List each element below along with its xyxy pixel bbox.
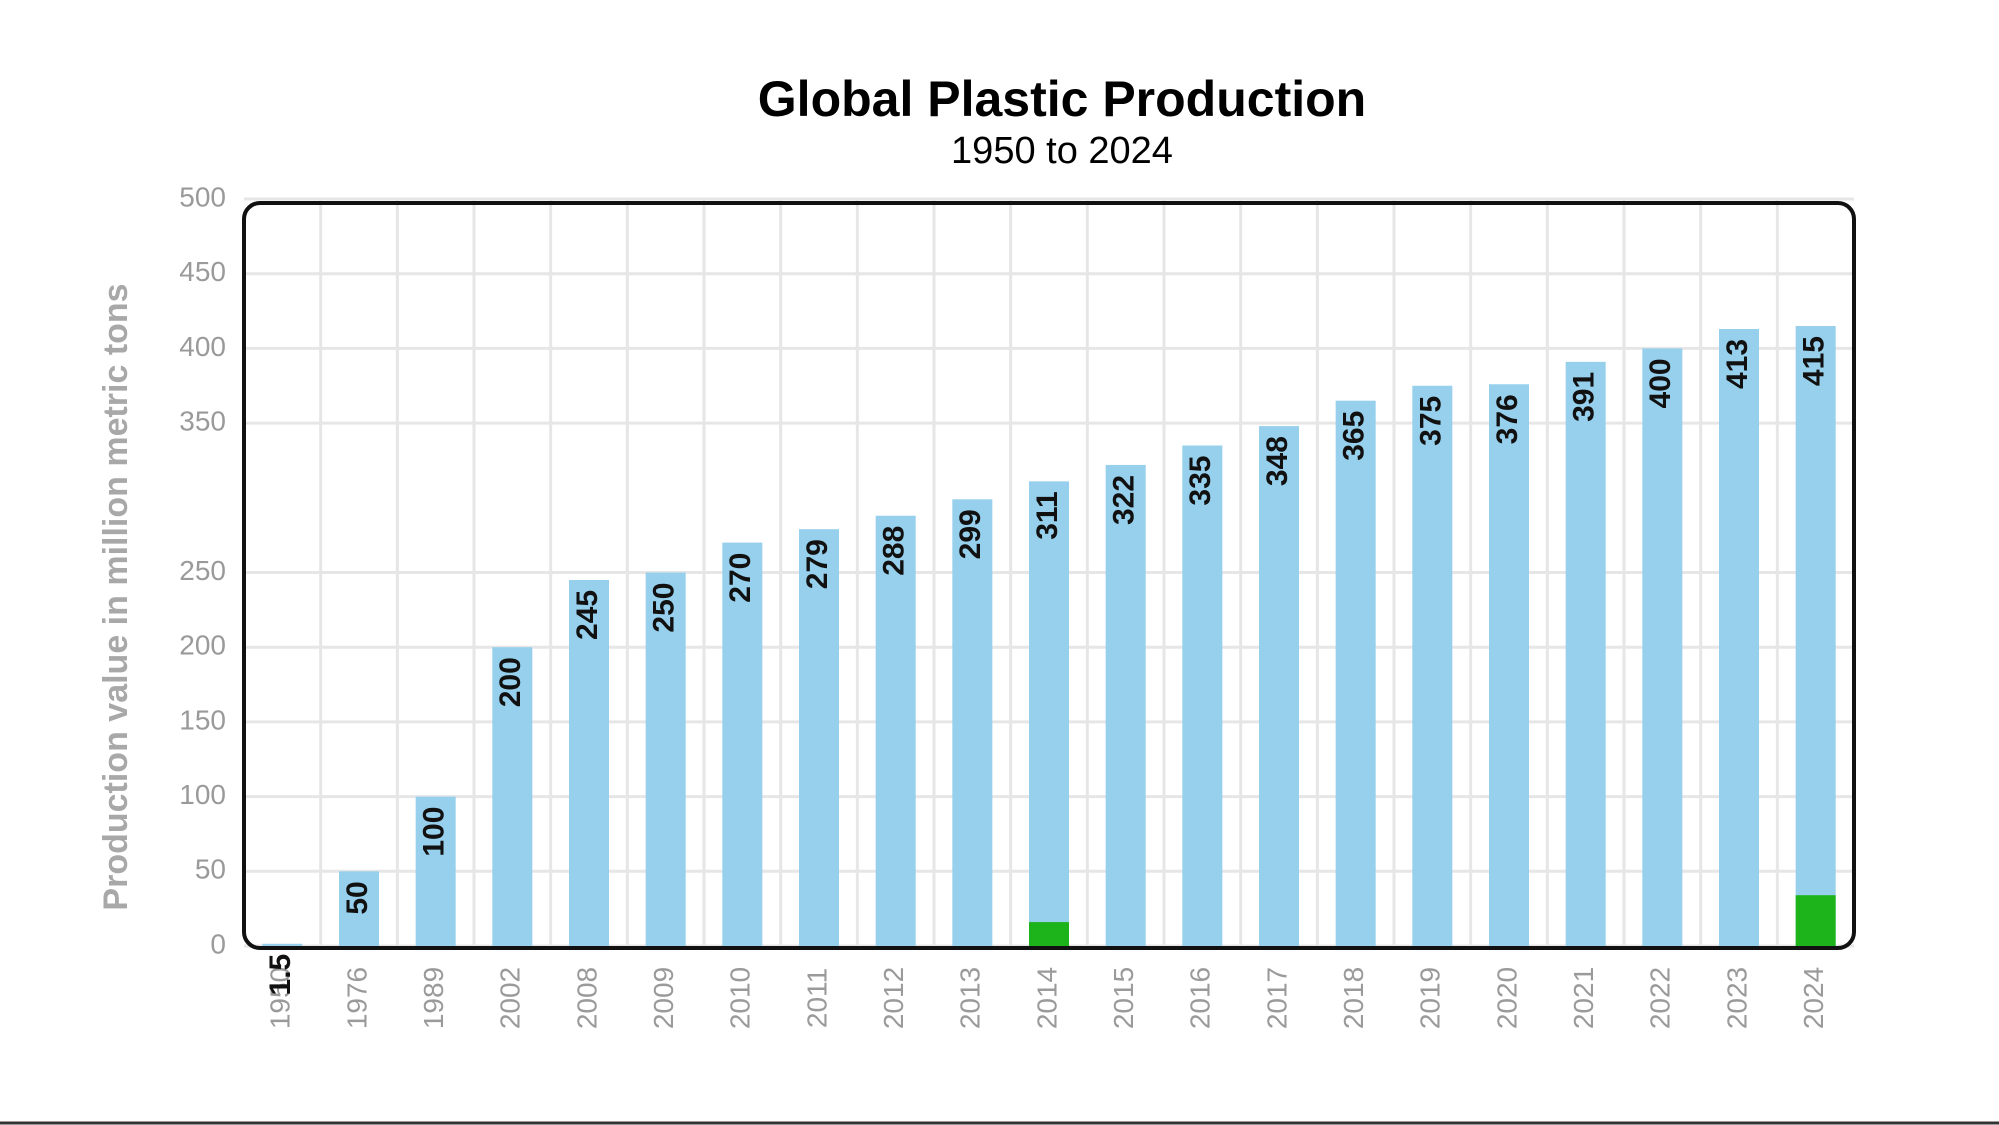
x-tick-label: 2021 <box>1568 967 1599 1029</box>
x-tick-label: 2015 <box>1108 967 1139 1029</box>
bar <box>1642 348 1683 946</box>
value-label: 1.5 <box>264 954 297 996</box>
value-label: 299 <box>954 509 987 559</box>
value-label: 245 <box>571 590 604 640</box>
value-label: 250 <box>648 583 681 633</box>
bar <box>1795 895 1836 946</box>
y-axis-label: Production value in million metric tons <box>97 283 135 910</box>
x-tick-label: 1950 <box>265 967 296 1029</box>
y-tick-label: 450 <box>179 256 226 287</box>
x-tick-label: 2019 <box>1415 967 1446 1029</box>
value-label: 365 <box>1338 411 1371 461</box>
bar <box>1795 325 1836 946</box>
y-tick-label: 150 <box>179 704 226 735</box>
value-label: 348 <box>1261 436 1294 486</box>
bar <box>339 871 379 946</box>
bar <box>492 647 533 946</box>
bar <box>1029 481 1069 946</box>
bar <box>1489 384 1529 947</box>
x-tick-label: 2013 <box>955 967 986 1029</box>
bar <box>1412 385 1453 946</box>
x-tick-label: 1976 <box>341 967 372 1029</box>
bar <box>1259 426 1299 946</box>
y-tick-label: 50 <box>195 854 226 885</box>
value-label: 100 <box>418 807 451 857</box>
x-tick-label: 2010 <box>725 967 756 1029</box>
value-label: 375 <box>1414 396 1447 446</box>
x-tick-label: 2016 <box>1185 967 1216 1029</box>
plot-frame <box>242 201 1856 950</box>
x-tick-label: 2014 <box>1031 967 1062 1029</box>
value-label: 376 <box>1491 394 1524 444</box>
bar <box>415 796 456 946</box>
y-tick-label: 350 <box>179 405 226 436</box>
y-tick-label: 250 <box>179 555 226 586</box>
x-tick-label: 2024 <box>1798 967 1829 1029</box>
y-tick-label: 500 <box>179 181 226 212</box>
value-label: 413 <box>1721 339 1754 389</box>
value-label: 400 <box>1644 358 1677 408</box>
value-label: 415 <box>1798 336 1831 386</box>
bar <box>722 542 763 946</box>
x-tick-label: 2017 <box>1261 967 1292 1029</box>
bar <box>569 579 609 946</box>
bar <box>645 572 686 946</box>
value-label: 279 <box>801 539 834 589</box>
bar <box>1182 445 1223 946</box>
chart-subtitle: 1950 to 2024 <box>951 130 1173 172</box>
x-tick-label: 2018 <box>1338 967 1369 1029</box>
bar <box>1719 328 1759 946</box>
y-tick-label: 400 <box>179 331 226 362</box>
x-tick-label: 2009 <box>648 967 679 1029</box>
bar <box>262 943 303 946</box>
value-label: 200 <box>494 657 527 707</box>
y-tick-label: 0 <box>210 928 226 959</box>
bar <box>952 499 993 946</box>
value-label: 391 <box>1568 372 1601 422</box>
bar <box>1565 361 1606 946</box>
x-tick-label: 2023 <box>1721 967 1752 1029</box>
y-tick-label: 200 <box>179 630 226 661</box>
x-tick-label: 2002 <box>495 967 526 1029</box>
bar <box>875 515 916 946</box>
bar <box>1029 922 1069 946</box>
value-label: 270 <box>724 553 757 603</box>
chart-title: Global Plastic Production <box>758 71 1366 127</box>
bar <box>1105 464 1146 946</box>
x-tick-label: 2008 <box>571 967 602 1029</box>
x-tick-label: 1989 <box>418 967 449 1029</box>
value-label: 288 <box>878 526 911 576</box>
bar <box>1335 400 1376 946</box>
x-tick-label: 2022 <box>1645 967 1676 1029</box>
value-label: 335 <box>1184 456 1217 506</box>
x-tick-label: 2012 <box>878 967 909 1029</box>
bar <box>799 529 839 946</box>
x-tick-label: 2011 <box>801 968 832 1028</box>
value-label: 50 <box>341 881 374 914</box>
value-label: 322 <box>1108 475 1141 525</box>
value-label: 311 <box>1031 491 1064 539</box>
y-tick-label: 100 <box>179 779 226 810</box>
x-tick-label: 2020 <box>1491 967 1522 1029</box>
